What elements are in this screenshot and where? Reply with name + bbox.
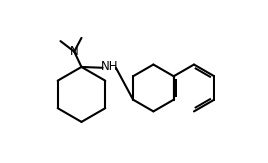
- Text: N: N: [70, 45, 79, 58]
- Text: NH: NH: [101, 60, 118, 74]
